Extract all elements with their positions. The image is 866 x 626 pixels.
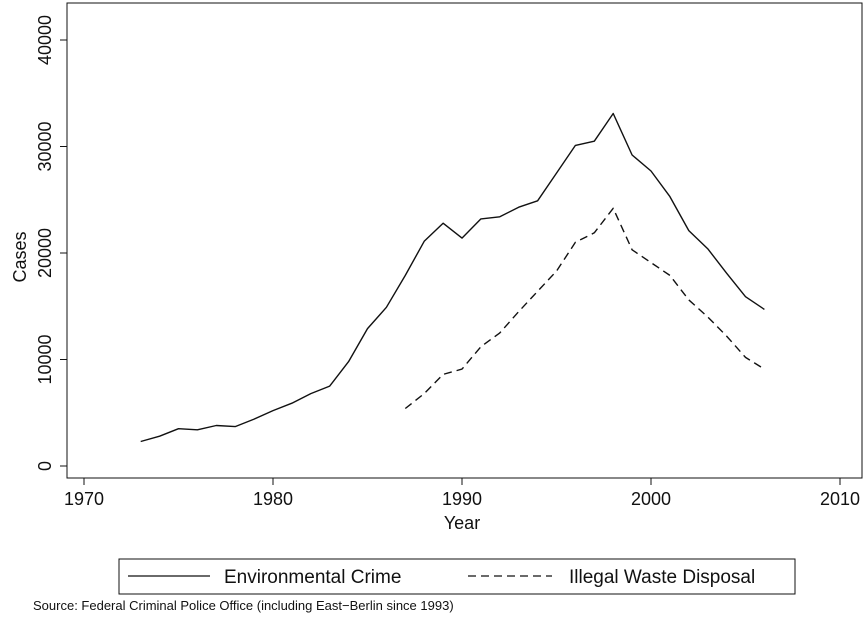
series-line-environmental-crime (140, 112, 765, 443)
x-axis-ticks: 1970 1980 1990 2000 2010 (64, 478, 860, 509)
series-layer (140, 112, 765, 443)
series-line-illegal-waste-disposal (404, 207, 765, 410)
x-tick-label: 2000 (631, 489, 671, 509)
legend-box (118, 558, 796, 595)
legend-label-environmental-crime: Environmental Crime (224, 567, 401, 588)
x-tick-label: 2010 (820, 489, 860, 509)
x-tick-label: 1990 (442, 489, 482, 509)
y-axis-title: Cases (10, 231, 30, 282)
legend-label-illegal-waste-disposal: Illegal Waste Disposal (569, 567, 755, 588)
y-tick-label: 40000 (35, 15, 55, 65)
source-note: Source: Federal Criminal Police Office (… (33, 598, 454, 613)
x-axis-title: Year (444, 513, 480, 533)
y-tick-label: 0 (35, 461, 55, 471)
plot-area-frame (66, 2, 863, 479)
legend: Environmental Crime Illegal Waste Dispos… (118, 558, 796, 595)
x-tick-label: 1970 (64, 489, 104, 509)
x-tick-label: 1980 (253, 489, 293, 509)
y-tick-label: 20000 (35, 228, 55, 278)
y-tick-label: 10000 (35, 334, 55, 384)
y-axis-ticks: 0 10000 20000 30000 40000 (35, 15, 67, 471)
y-tick-label: 30000 (35, 121, 55, 171)
